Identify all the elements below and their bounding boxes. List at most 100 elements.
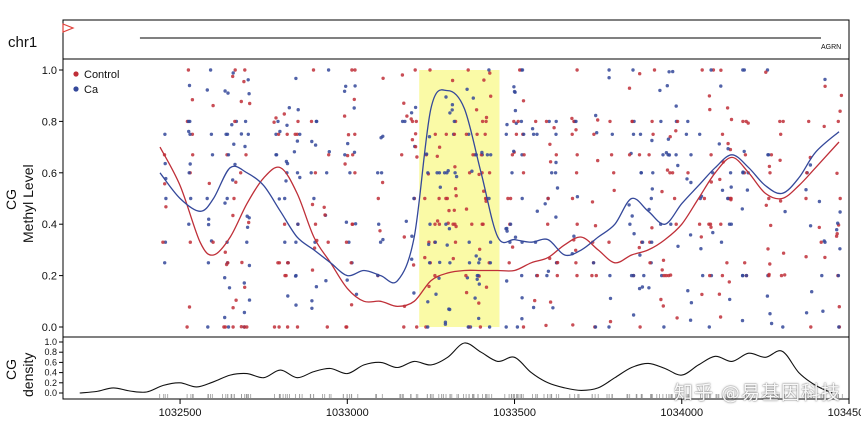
methylation-point (378, 229, 382, 233)
methylation-point (242, 310, 247, 315)
methylation-point (838, 210, 842, 214)
methylation-point (671, 69, 675, 74)
methylation-point (285, 325, 290, 329)
methylation-point (668, 171, 672, 175)
density-y-tick-label: 0.0 (44, 388, 57, 398)
methylation-point (506, 196, 510, 201)
methylation-point (740, 207, 744, 211)
methylation-point (295, 325, 300, 329)
methylation-point (637, 153, 642, 157)
methylation-point (239, 325, 244, 329)
methylation-point (226, 153, 231, 157)
methylation-point (709, 153, 713, 157)
methylation-point (766, 153, 771, 157)
methylation-point (554, 160, 558, 165)
methylation-point (570, 132, 574, 136)
methylation-point (808, 163, 813, 167)
methylation-point (689, 180, 693, 185)
methylation-point (467, 240, 471, 244)
methylation-point (535, 209, 539, 213)
methylation-point (478, 325, 483, 329)
methylation-point (163, 132, 167, 136)
methylation-point (686, 171, 690, 175)
methylation-point (277, 197, 281, 201)
methylation-point (487, 196, 491, 201)
methylation-point (510, 171, 514, 175)
methylation-point (379, 136, 383, 140)
methylation-point (381, 237, 385, 242)
methylation-point (239, 99, 243, 104)
methylation-point (482, 189, 486, 193)
methylation-point (594, 273, 598, 278)
methylation-point (522, 132, 526, 136)
methylation-point (380, 180, 385, 185)
methylation-point (553, 171, 558, 175)
smooth-line-control (159, 141, 840, 308)
methylation-point (477, 301, 481, 305)
methylation-point (505, 279, 509, 283)
methylation-point (292, 150, 297, 154)
methylation-point (781, 325, 785, 329)
methylation-point (609, 153, 614, 157)
methylation-point (414, 119, 418, 124)
density-line (79, 342, 833, 394)
methylation-point (744, 273, 749, 278)
methylation-ylabel-cg: CG (3, 189, 19, 210)
methylation-point (411, 263, 416, 267)
methylation-point (426, 300, 430, 304)
methylation-point (313, 143, 318, 147)
smooth-line-ca (159, 89, 840, 284)
methylation-point (607, 76, 611, 80)
x-tick-label: 1034000 (660, 407, 703, 419)
methylation-point (740, 273, 745, 278)
methylation-point (546, 269, 551, 273)
methylation-point (471, 153, 475, 157)
methylation-point (548, 160, 553, 164)
methylation-point (817, 225, 821, 230)
methylation-point (433, 222, 437, 226)
methylation-point (835, 171, 839, 175)
methylation-point (475, 277, 479, 281)
methylation-point (313, 222, 318, 226)
methylation-point (438, 260, 442, 265)
methylation-point (342, 114, 347, 118)
methylation-point (188, 132, 192, 136)
methylation-point (413, 145, 418, 149)
methylation-point (575, 273, 579, 278)
methylation-point (415, 155, 419, 159)
methylation-point (719, 240, 724, 244)
methylation-point (435, 219, 440, 223)
methylation-point (821, 309, 825, 313)
methylation-point (507, 261, 511, 265)
methylation-point (778, 199, 783, 203)
methylation-point (247, 92, 251, 96)
methylation-point (445, 243, 449, 247)
methylation-point (725, 261, 729, 265)
methylation-point (513, 235, 518, 239)
methylation-point (672, 196, 677, 201)
methylation-point (451, 222, 455, 226)
methylation-point (647, 207, 651, 212)
methylation-point (404, 219, 408, 223)
methylation-point (310, 299, 314, 303)
density-y-tick-label: 0.2 (44, 378, 57, 388)
methylation-point (227, 286, 232, 290)
methylation-point (610, 132, 614, 136)
methylation-point (764, 203, 768, 207)
density-y-axis: 0.00.20.40.60.81.0 (44, 337, 63, 398)
methylation-point (699, 247, 703, 251)
methylation-point (233, 68, 237, 72)
methylation-point (211, 240, 215, 244)
methylation-point (628, 222, 632, 226)
methylation-point (551, 306, 555, 310)
methylation-point (207, 181, 211, 186)
methylation-point (452, 119, 456, 124)
methylation-point (570, 196, 575, 201)
methylation-point (272, 325, 277, 329)
methylation-point (377, 222, 381, 226)
methylation-point (210, 153, 215, 157)
methylation-point (805, 171, 809, 175)
methylation-point (293, 274, 298, 278)
methylation-point (294, 240, 298, 244)
methylation-point (667, 153, 672, 157)
